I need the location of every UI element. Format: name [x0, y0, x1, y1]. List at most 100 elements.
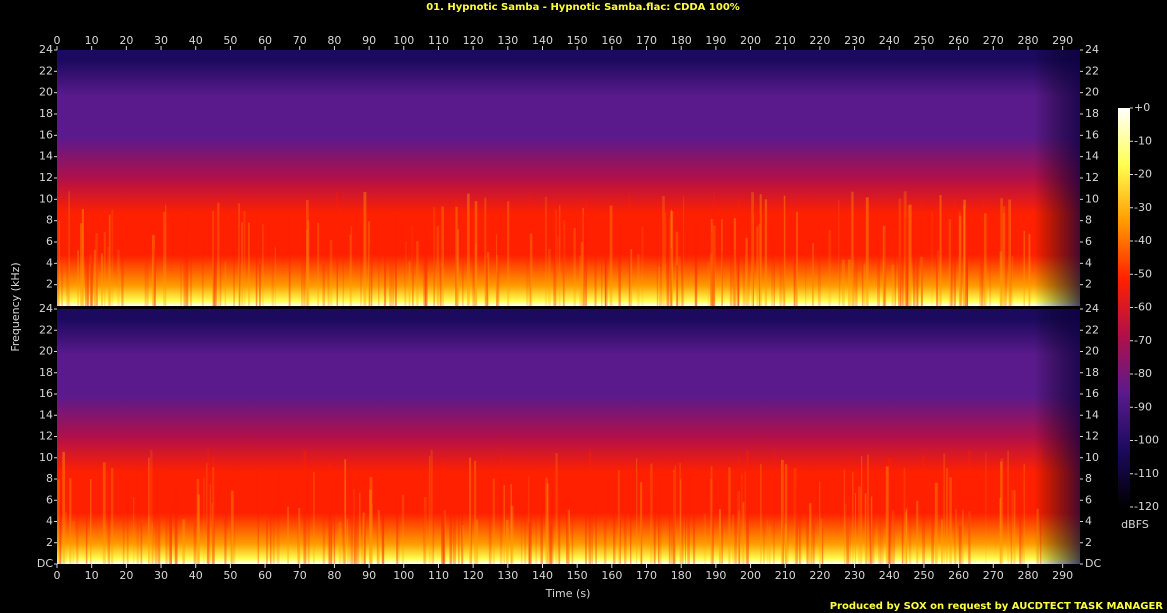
x-tick-label: 210: [775, 569, 796, 582]
x-tick-label: 100: [393, 34, 414, 47]
y-tick-label: 8: [1085, 472, 1092, 485]
y-tick-label: 18: [39, 107, 53, 120]
y-tick-label: 6: [46, 493, 53, 506]
y-tick-label: 6: [1085, 493, 1092, 506]
x-tick-label: 50: [223, 569, 237, 582]
x-tick-label: 200: [740, 34, 761, 47]
x-tick-label: 290: [1052, 569, 1073, 582]
x-tick-label: 50: [223, 34, 237, 47]
y-tick-label: 4: [46, 515, 53, 528]
y-tick-label: 2: [1085, 536, 1092, 549]
colorbar-tick-label: -100: [1134, 434, 1159, 447]
y-tick-label: 20: [1085, 86, 1099, 99]
x-tick-label: 230: [844, 569, 865, 582]
colorbar-tick-label: -10: [1134, 134, 1152, 147]
x-tick-label: 230: [844, 34, 865, 47]
y-tick-label: 10: [39, 451, 53, 464]
x-tick-label: 290: [1052, 34, 1073, 47]
colorbar-tick-label: -30: [1134, 201, 1152, 214]
y-axis-label: Frequency (kHz): [9, 262, 22, 351]
y-tick-label: 24: [39, 43, 53, 56]
y-tick-label: 14: [1085, 150, 1099, 163]
y-tick-label: 14: [39, 150, 53, 163]
y-tick-label: 10: [39, 192, 53, 205]
x-tick-label: 60: [258, 34, 272, 47]
y-tick-label: 16: [1085, 128, 1099, 141]
y-tick-label: 12: [39, 171, 53, 184]
x-tick-label: 140: [532, 34, 553, 47]
x-tick-label: 90: [362, 34, 376, 47]
x-tick-label: 40: [189, 569, 203, 582]
x-tick-label: 80: [327, 34, 341, 47]
y-tick-label: 16: [1085, 387, 1099, 400]
colorbar-tick-label: -90: [1134, 400, 1152, 413]
y-tick-label: 22: [39, 323, 53, 336]
y-tick-label: 24: [1085, 43, 1099, 56]
y-tick-label: 4: [46, 256, 53, 269]
x-tick-label: 190: [705, 569, 726, 582]
x-tick-label: 10: [85, 569, 99, 582]
x-tick-label: 0: [54, 569, 61, 582]
y-tick-label: 16: [39, 387, 53, 400]
y-tick-label: 8: [46, 214, 53, 227]
y-tick-label: 12: [1085, 171, 1099, 184]
x-tick-label: 140: [532, 569, 553, 582]
x-tick-label: 130: [497, 569, 518, 582]
y-tick-label: 18: [39, 366, 53, 379]
y-tick-label: 10: [1085, 192, 1099, 205]
x-tick-label: 250: [913, 34, 934, 47]
y-tick-label: DC: [1085, 557, 1101, 570]
x-tick-label: 120: [463, 34, 484, 47]
colorbar-tick-label: -80: [1134, 367, 1152, 380]
colorbar-tick-label: -60: [1134, 301, 1152, 314]
y-tick-label: 6: [1085, 235, 1092, 248]
colorbar-tick-label: -50: [1134, 267, 1152, 280]
y-tick-label: 24: [39, 302, 53, 315]
y-tick-label: 6: [46, 235, 53, 248]
footer: Produced by SOX on request by AUCDTECT T…: [830, 601, 1164, 612]
x-tick-label: 120: [463, 569, 484, 582]
y-tick-label: 8: [46, 472, 53, 485]
colorbar-tick-label: +0: [1134, 101, 1150, 114]
spectrogram-fade: [57, 309, 1080, 564]
x-tick-label: 280: [1017, 34, 1038, 47]
spectrogram-fade: [57, 50, 1080, 306]
y-tick-label: 4: [1085, 256, 1092, 269]
y-tick-label: 24: [1085, 302, 1099, 315]
x-tick-label: 0: [54, 34, 61, 47]
y-tick-label: 20: [39, 86, 53, 99]
colorbar-tick-label: -40: [1134, 234, 1152, 247]
x-tick-label: 70: [293, 34, 307, 47]
x-tick-label: 200: [740, 569, 761, 582]
spectrogram-panel: [57, 309, 1080, 564]
colorbar-tick-label: -110: [1134, 467, 1159, 480]
x-tick-label: 10: [85, 34, 99, 47]
x-tick-label: 270: [983, 569, 1004, 582]
colorbar-tick-label: -20: [1134, 168, 1152, 181]
y-tick-label: 12: [39, 430, 53, 443]
x-tick-label: 210: [775, 34, 796, 47]
y-tick-label: 2: [46, 536, 53, 549]
y-tick-label: 4: [1085, 515, 1092, 528]
y-tick-label: 2: [1085, 278, 1092, 291]
x-tick-label: 240: [879, 569, 900, 582]
x-tick-label: 220: [809, 34, 830, 47]
x-tick-label: 150: [567, 569, 588, 582]
x-tick-label: 220: [809, 569, 830, 582]
x-tick-label: 80: [327, 569, 341, 582]
x-tick-label: 110: [428, 569, 449, 582]
x-axis-label: Time (s): [545, 587, 591, 600]
y-tick-label: 14: [39, 408, 53, 421]
spectrogram-panel: [57, 50, 1080, 306]
y-tick-label: 10: [1085, 451, 1099, 464]
x-tick-label: 20: [119, 569, 133, 582]
y-tick-label: 18: [1085, 366, 1099, 379]
y-tick-label: DC: [37, 557, 53, 570]
x-tick-label: 240: [879, 34, 900, 47]
y-tick-label: 16: [39, 128, 53, 141]
x-tick-label: 90: [362, 569, 376, 582]
y-tick-label: 22: [39, 64, 53, 77]
chart-title: 01. Hypnotic Samba - Hypnotic Samba.flac…: [426, 2, 740, 13]
x-tick-label: 180: [671, 34, 692, 47]
